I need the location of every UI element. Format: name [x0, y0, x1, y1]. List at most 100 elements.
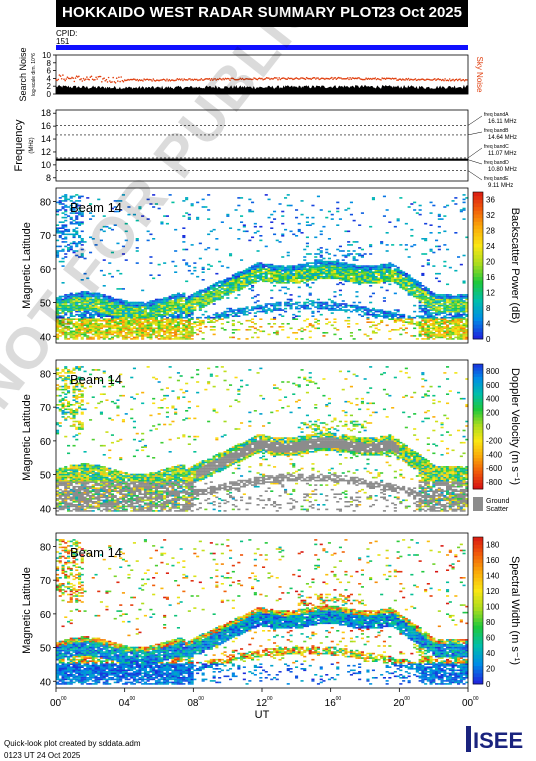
power-cell	[174, 304, 178, 307]
power-ytick-label: 70	[40, 231, 52, 242]
power-cell	[190, 204, 194, 207]
velocity-cell	[83, 485, 87, 488]
velocity-cell	[69, 481, 73, 483]
power-cell	[264, 275, 268, 278]
velocity-cell	[61, 476, 65, 479]
power-cell	[429, 309, 433, 311]
power-cell	[135, 335, 139, 337]
power-cell	[209, 294, 213, 296]
power-cell	[160, 303, 164, 305]
power-cell	[185, 303, 189, 305]
velocity-cell	[80, 422, 84, 424]
power-cell	[190, 298, 194, 301]
power-cell	[174, 310, 178, 313]
power-cell	[457, 315, 461, 317]
power-cell	[163, 309, 167, 311]
velocity-cell	[75, 478, 79, 480]
power-cell	[440, 318, 444, 320]
power-cell	[273, 266, 277, 269]
power-cell	[56, 239, 60, 242]
power-cell	[110, 297, 114, 299]
velocity-cell	[94, 467, 98, 470]
velocity-cell	[61, 375, 65, 377]
power-cell	[275, 269, 279, 272]
velocity-cell	[80, 491, 84, 494]
power-cell	[215, 238, 219, 240]
velocity-cell	[86, 502, 90, 505]
power-cell	[138, 323, 142, 325]
power-cell	[454, 301, 458, 304]
power-cell	[344, 266, 348, 269]
power-cell	[344, 304, 348, 307]
power-cell	[278, 274, 282, 276]
power-cell	[410, 318, 414, 320]
velocity-cell	[86, 473, 90, 476]
velocity-cell	[80, 400, 84, 403]
power-cell	[432, 335, 436, 337]
power-cell	[182, 310, 186, 313]
power-cell	[404, 321, 408, 323]
sky-noise-point	[168, 78, 171, 81]
power-cell	[443, 335, 447, 337]
velocity-cell	[102, 469, 106, 471]
power-cell	[212, 295, 216, 298]
power-cell	[220, 285, 224, 287]
power-cell	[374, 327, 378, 330]
power-cell	[344, 269, 348, 272]
velocity-cell	[56, 485, 60, 488]
power-cell	[424, 300, 428, 302]
velocity-cell	[61, 481, 65, 483]
power-cell	[325, 251, 329, 254]
power-cell	[352, 266, 356, 269]
power-cell	[248, 209, 252, 211]
sky-noise-point	[196, 78, 198, 81]
velocity-cell	[78, 491, 82, 494]
sky-noise-point	[182, 79, 184, 82]
power-cell	[388, 269, 392, 272]
power-cell	[314, 266, 318, 269]
power-cell	[179, 316, 183, 319]
power-cell	[352, 306, 356, 308]
velocity-cell	[58, 375, 62, 377]
power-cell	[289, 269, 293, 272]
power-cell	[330, 262, 334, 264]
power-cell	[264, 274, 268, 276]
sky-noise-point	[205, 78, 207, 80]
power-cell	[64, 204, 68, 207]
power-cell	[396, 271, 400, 273]
velocity-cell	[94, 487, 98, 489]
power-cell	[347, 266, 351, 269]
velocity-cell	[72, 472, 76, 474]
power-cell	[399, 333, 403, 336]
frequency-band-label: 14.64 MHz	[488, 135, 517, 141]
sky-noise-point	[59, 75, 62, 77]
power-cell	[149, 310, 153, 313]
power-cell	[223, 285, 227, 287]
velocity-cell	[64, 367, 68, 370]
power-cell	[319, 272, 323, 275]
velocity-cell	[64, 473, 68, 476]
power-cell	[437, 298, 441, 301]
power-cell	[457, 312, 461, 314]
power-cell	[396, 282, 400, 284]
sky-noise-point	[151, 80, 153, 82]
power-cell	[113, 309, 117, 311]
velocity-cell	[94, 491, 98, 494]
power-cell	[443, 326, 447, 328]
power-cell	[149, 327, 153, 330]
power-cell	[286, 280, 290, 283]
power-cell	[457, 306, 461, 308]
power-cell	[193, 298, 197, 301]
power-cell	[251, 289, 255, 292]
power-cell	[248, 198, 252, 201]
power-cell	[138, 335, 142, 337]
power-cell	[108, 338, 112, 340]
power-cell	[437, 335, 441, 337]
power-cell	[360, 310, 364, 313]
velocity-cell	[72, 444, 76, 447]
power-cell	[108, 301, 112, 304]
power-cell	[462, 310, 466, 313]
power-cell	[418, 297, 422, 299]
velocity-cell	[83, 502, 87, 505]
power-cell	[171, 338, 175, 340]
